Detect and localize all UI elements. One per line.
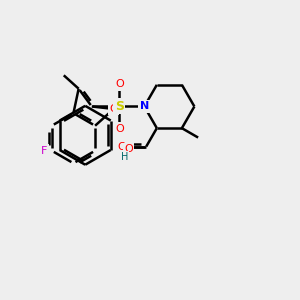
Text: S: S [115, 100, 124, 113]
Text: O: O [109, 104, 118, 114]
Text: H: H [121, 152, 128, 162]
Text: O: O [117, 142, 126, 152]
Text: F: F [41, 146, 48, 156]
Text: N: N [140, 101, 149, 112]
Text: O: O [115, 79, 124, 89]
Text: O: O [115, 124, 124, 134]
Text: O: O [124, 144, 133, 154]
